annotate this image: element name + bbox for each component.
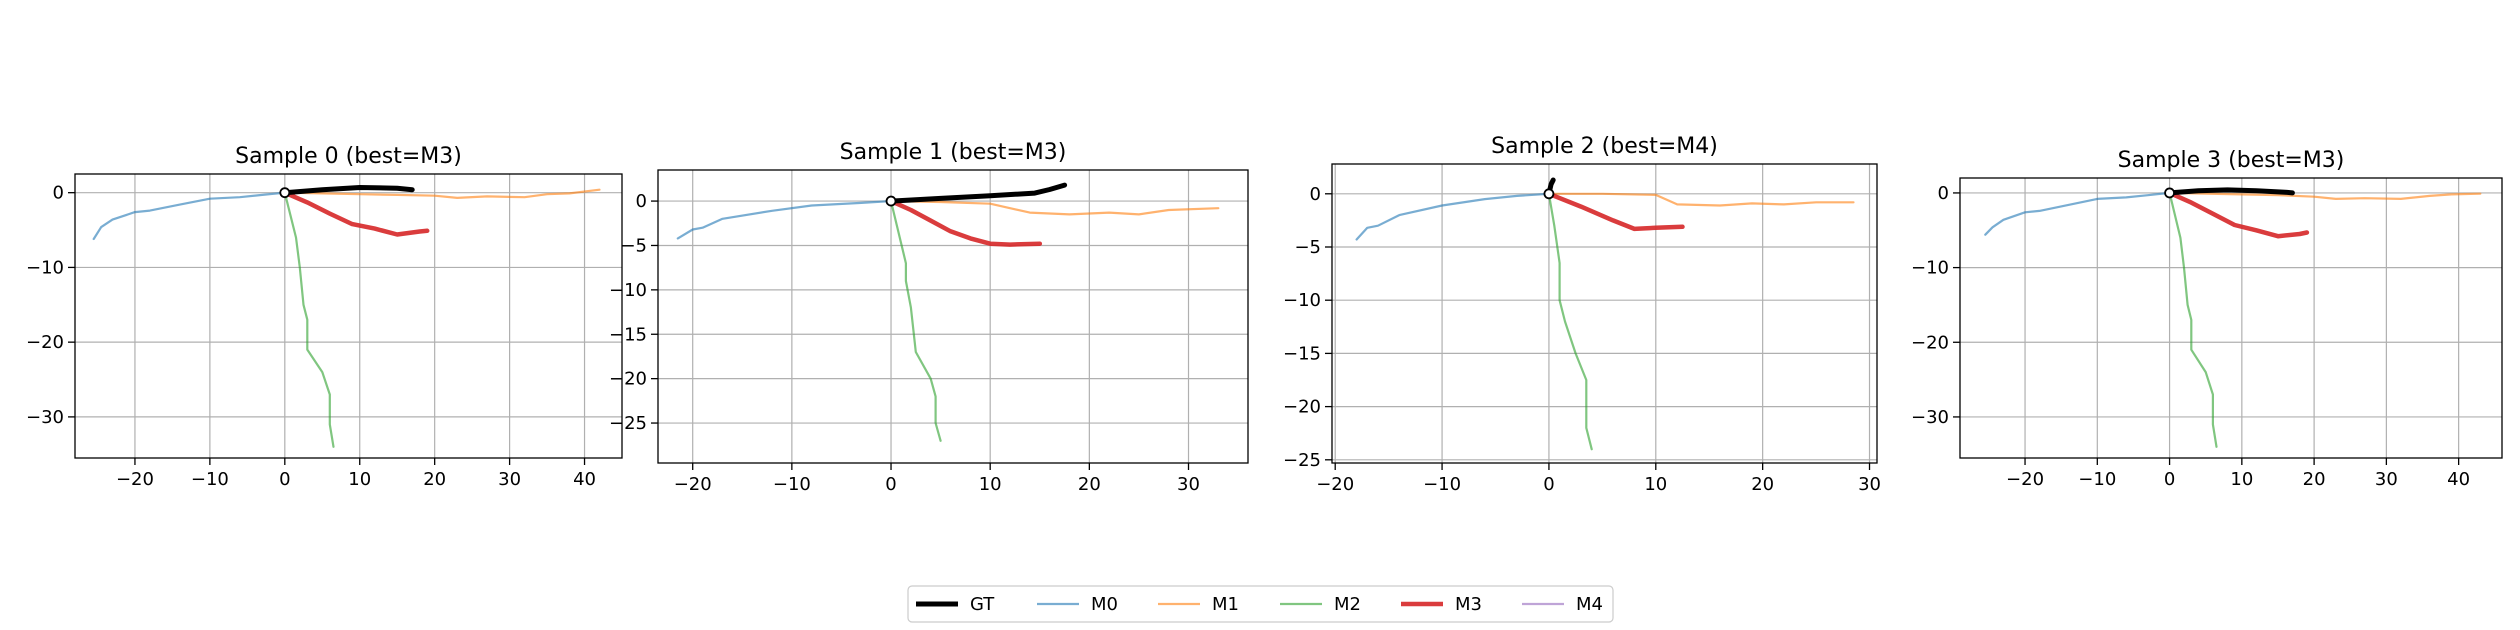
origin-marker <box>2164 187 2175 199</box>
y-tick-label: −10 <box>1283 290 1321 311</box>
x-tick-label: 20 <box>423 469 446 490</box>
x-tick-label: 10 <box>979 474 1002 495</box>
legend: GT M0 M1 M2 M3 M4 <box>907 585 1614 623</box>
series-line-m3 <box>1546 191 1685 232</box>
subplot-title: Sample 1 (best=M3) <box>840 140 1067 165</box>
series-line-m2 <box>889 200 942 442</box>
legend-label-m1: M1 <box>1212 594 1239 615</box>
legend-label-m4: M4 <box>1576 594 1603 615</box>
series-line-m1 <box>889 200 1220 216</box>
legend-label-gt: GT <box>970 594 995 615</box>
y-tick-label: −10 <box>1911 258 1949 279</box>
x-tick-label: 30 <box>2375 469 2398 490</box>
axes-frame <box>1331 163 1878 464</box>
y-tick-label: −20 <box>1283 397 1321 418</box>
x-tick-label: −20 <box>116 469 154 490</box>
y-tick-label: 0 <box>636 191 647 212</box>
y-tick-label: −10 <box>26 257 64 278</box>
axes-frame <box>657 169 1249 464</box>
x-tick-label: −20 <box>2006 469 2044 490</box>
x-tick-label: 30 <box>1177 474 1200 495</box>
series-line-m3 <box>282 190 430 237</box>
subplot-title: Sample 2 (best=M4) <box>1491 134 1718 159</box>
series-line-m2 <box>2168 191 2218 448</box>
axes-frame <box>1959 177 2503 459</box>
x-tick-label: 20 <box>1751 474 1774 495</box>
y-tick-label: −25 <box>1283 450 1321 471</box>
y-tick-label: −5 <box>1294 237 1321 258</box>
subplot-title: Sample 3 (best=M3) <box>2118 148 2345 173</box>
origin-marker <box>1543 188 1555 200</box>
y-tick-label: −20 <box>609 369 647 390</box>
series-line-m1 <box>1547 192 1855 207</box>
x-tick-label: 0 <box>2164 469 2175 490</box>
x-tick-label: −10 <box>773 474 811 495</box>
series-line-m0 <box>1355 192 1551 241</box>
y-tick-label: −20 <box>26 332 64 353</box>
axes-frame <box>74 173 623 459</box>
subplot-3: −20 −10 0 10 20 30 40 0 −10 −20 −30 Sample 3 (best=… <box>1911 148 2503 490</box>
y-tick-label: −20 <box>1911 332 1949 353</box>
y-tick-label: −30 <box>1911 407 1949 428</box>
series-line-m2 <box>283 191 335 448</box>
x-tick-label: 0 <box>1543 474 1554 495</box>
x-tick-label: 20 <box>2303 469 2326 490</box>
x-tick-label: 0 <box>279 469 290 490</box>
x-tick-label: −10 <box>191 469 229 490</box>
y-tick-label: 0 <box>1938 183 1949 204</box>
x-tick-label: −10 <box>2078 469 2116 490</box>
subplot-2: −20 −10 0 10 20 30 0 −5 −10 −15 −20 −25 Sample 2 (be… <box>1283 134 1881 495</box>
y-tick-label: 0 <box>1310 184 1321 205</box>
y-tick-label: −10 <box>609 280 647 301</box>
x-tick-label: 10 <box>2230 469 2253 490</box>
x-tick-label: 30 <box>498 469 521 490</box>
series-line-gt <box>2167 187 2295 196</box>
origin-marker <box>885 195 897 207</box>
x-tick-label: 10 <box>1644 474 1667 495</box>
x-tick-label: 20 <box>1078 474 1101 495</box>
legend-label-m0: M0 <box>1091 594 1118 615</box>
x-tick-label: −10 <box>1423 474 1461 495</box>
x-tick-label: −20 <box>674 474 712 495</box>
subplot-0: −20 −10 0 10 20 30 40 0 −10 −20 −30 Sample 0 (best=… <box>26 144 623 490</box>
legend-label-m2: M2 <box>1334 594 1361 615</box>
y-tick-label: 0 <box>53 183 64 204</box>
x-tick-label: 40 <box>573 469 596 490</box>
series-line-gt <box>282 185 415 196</box>
x-tick-label: 10 <box>348 469 371 490</box>
y-tick-label: −15 <box>1283 343 1321 364</box>
series-line-m1 <box>283 188 601 199</box>
legend-label-m3: M3 <box>1455 594 1482 615</box>
legend-box <box>907 585 1614 623</box>
series-line-m2 <box>1547 192 1593 451</box>
series-line-m1 <box>2168 191 2482 200</box>
y-tick-label: −30 <box>26 407 64 428</box>
x-tick-label: 0 <box>885 474 896 495</box>
x-tick-label: 40 <box>2447 469 2470 490</box>
series-line-m3 <box>2167 190 2310 239</box>
origin-marker <box>279 187 291 199</box>
series-line-m0 <box>1984 191 2171 236</box>
y-tick-label: −15 <box>609 324 647 345</box>
y-tick-label: −5 <box>620 235 647 256</box>
y-tick-label: −25 <box>609 413 647 434</box>
subplot-1: −20 −10 0 10 20 30 0 −5 −10 −15 −20 −25 Sample 1 (be… <box>609 140 1249 495</box>
subplot-title: Sample 0 (best=M3) <box>235 144 462 169</box>
series-line-m0 <box>676 200 893 240</box>
x-tick-label: 30 <box>1858 474 1881 495</box>
series-line-m0 <box>92 191 286 241</box>
series-line-m3 <box>888 198 1043 247</box>
x-tick-label: −20 <box>1316 474 1354 495</box>
series-line-gt <box>888 182 1068 204</box>
